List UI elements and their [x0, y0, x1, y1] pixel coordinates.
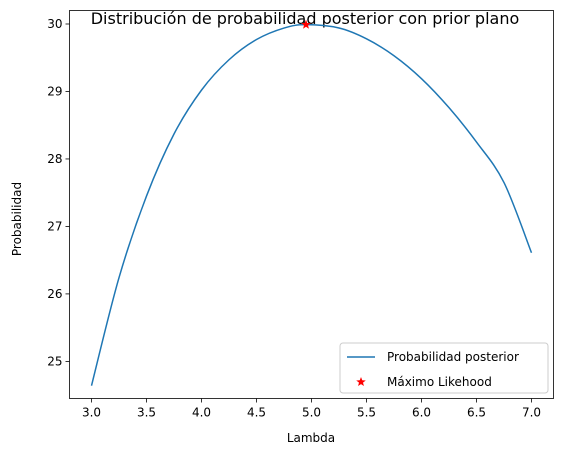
y-axis-label: Probabilidad — [10, 182, 24, 256]
y-tick-label: 30 — [47, 17, 62, 31]
legend: Probabilidad posterior Máximo Likehood — [339, 342, 549, 394]
x-tick-label: 5.5 — [357, 406, 376, 420]
legend-star-swatch — [356, 377, 366, 387]
series-line-posterior — [90, 23, 533, 386]
legend-label-posterior: Probabilidad posterior — [387, 350, 519, 364]
x-tick-label: 6.0 — [412, 406, 431, 420]
x-tick-label: 5.0 — [302, 406, 321, 420]
x-tick-label: 4.5 — [247, 406, 266, 420]
y-tick-label: 26 — [47, 287, 62, 301]
y-tick-label: 29 — [47, 84, 62, 98]
x-axis-label: Lambda — [287, 431, 335, 445]
x-tick-label: 7.0 — [522, 406, 541, 420]
chart-title: Distribución de probabilidad posterior c… — [91, 9, 520, 28]
plot-area-frame — [69, 10, 554, 399]
y-tick-label: 25 — [47, 354, 62, 368]
max-likelihood-point — [301, 19, 311, 29]
x-tick-label: 3.5 — [137, 406, 156, 420]
y-tick-label: 28 — [47, 152, 62, 166]
y-tick-label: 27 — [47, 219, 62, 233]
x-tick-label: 4.0 — [192, 406, 211, 420]
legend-label-max: Máximo Likehood — [387, 375, 492, 389]
x-tick-label: 3.0 — [82, 406, 101, 420]
legend-box — [339, 342, 549, 394]
x-tick-label: 6.5 — [467, 406, 486, 420]
